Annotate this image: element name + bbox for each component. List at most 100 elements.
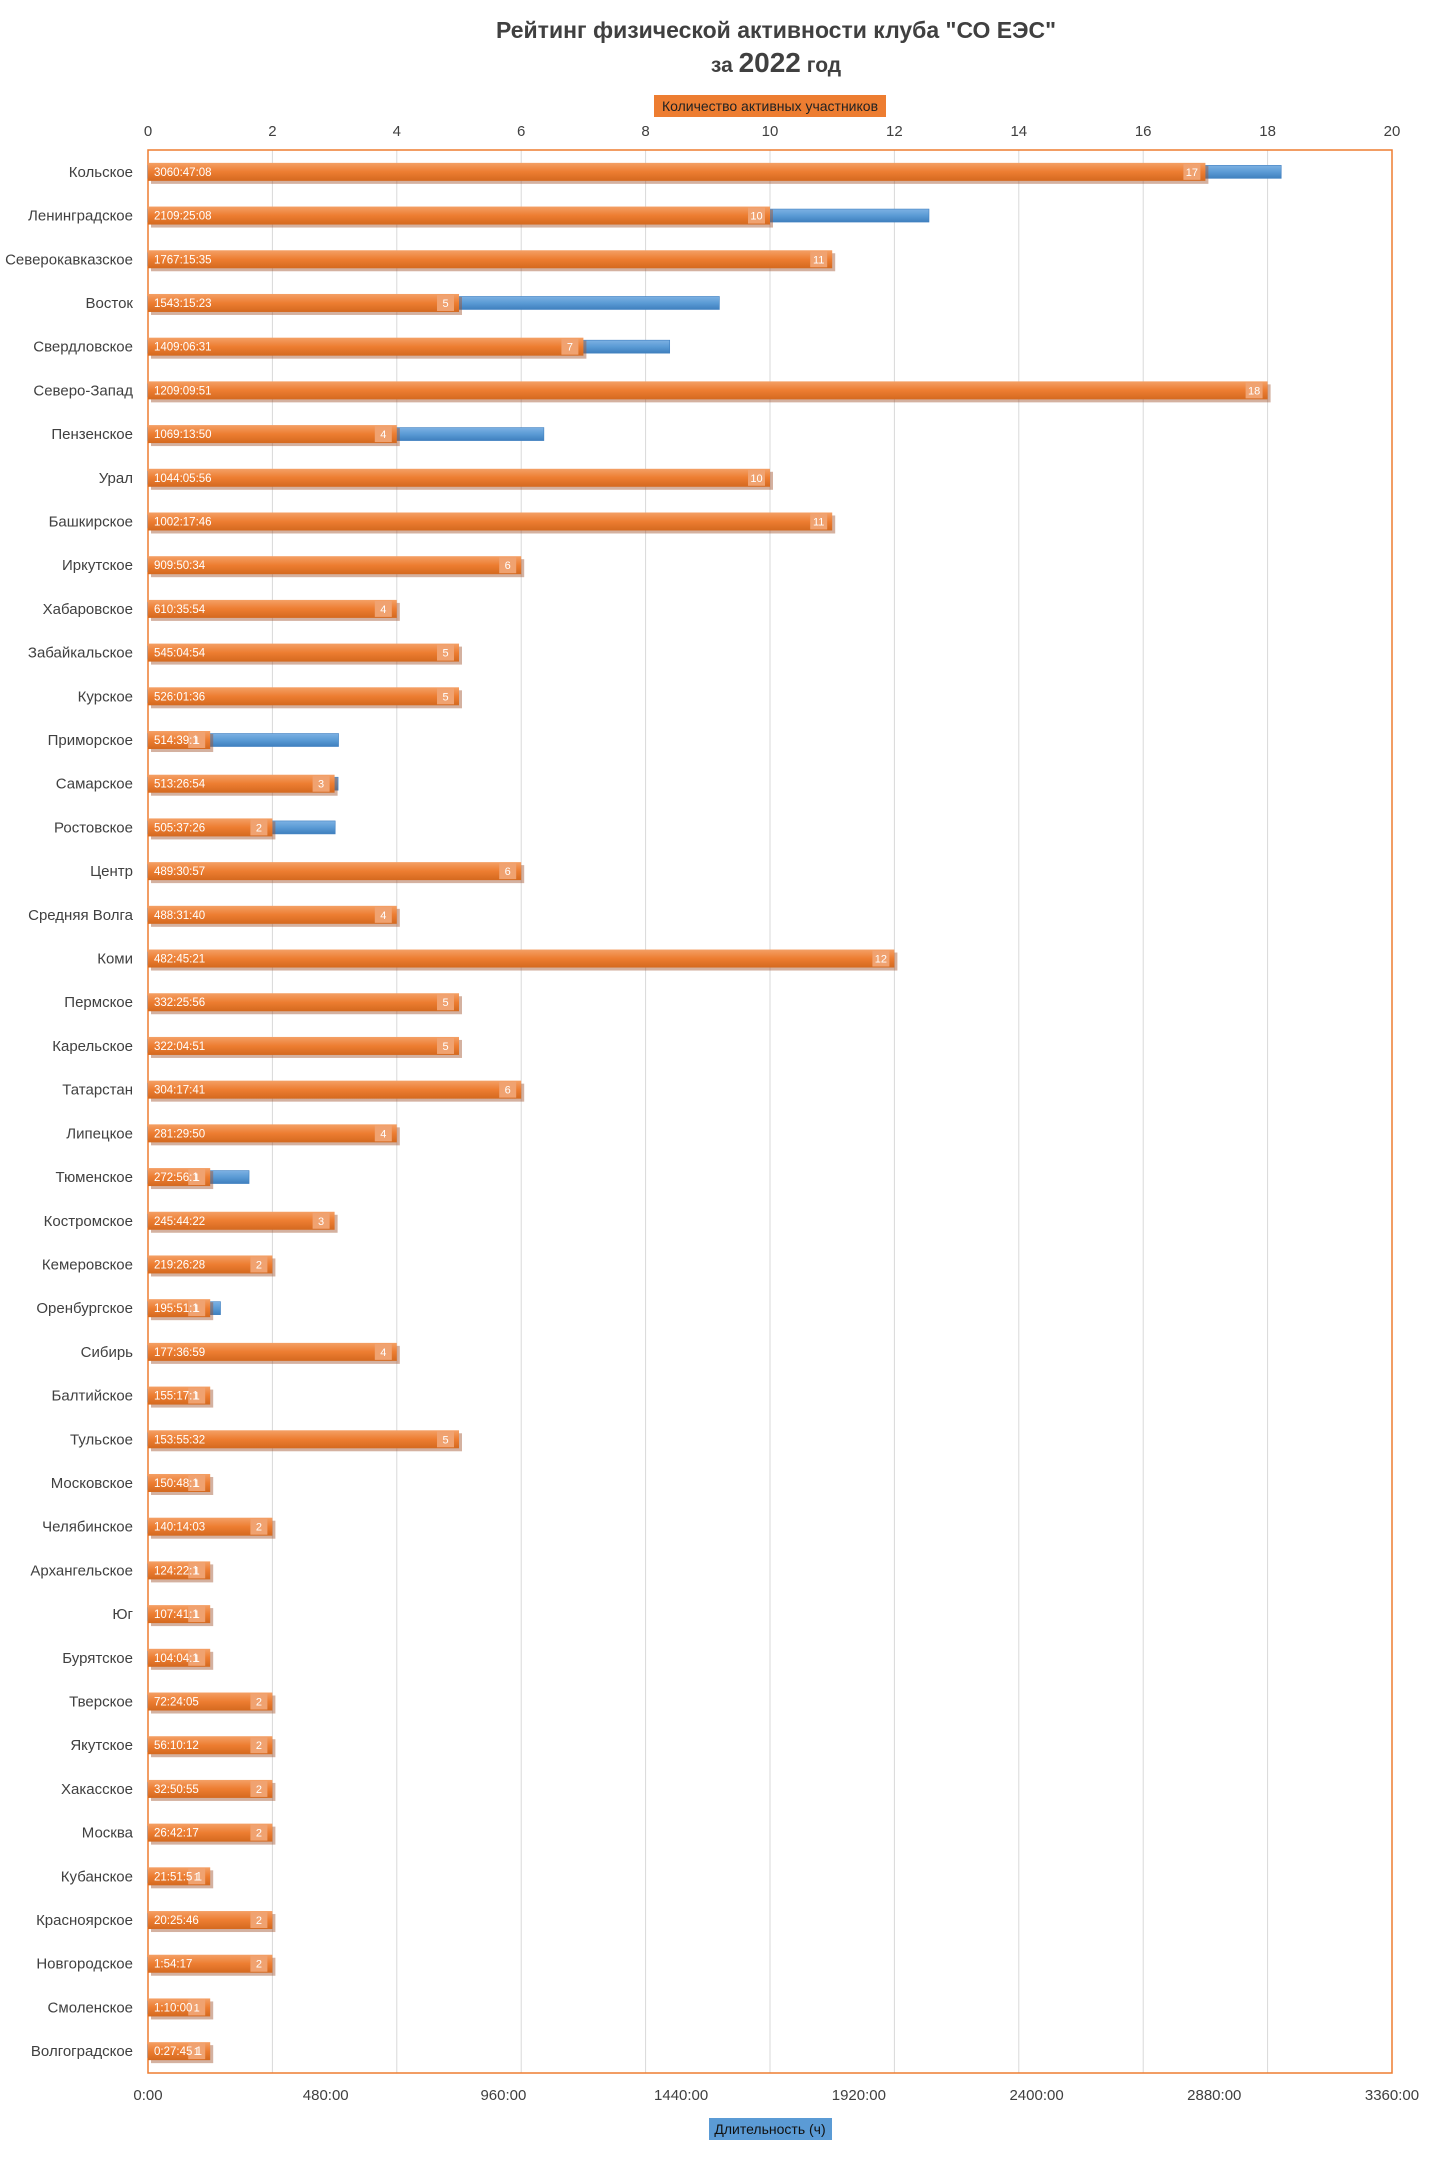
participants-data-label: 5 [442, 298, 448, 310]
duration-data-label: 489:30:57 [154, 866, 205, 878]
participants-bar [148, 1736, 273, 1755]
participants-label-box [748, 469, 765, 486]
duration-data-label: 1543:15:23 [154, 298, 212, 310]
category-label: Иркутское [62, 557, 133, 574]
participants-label-box [1183, 163, 1201, 180]
top-tick-label: 14 [1010, 123, 1027, 140]
category-labels: Кольское Ленинградское Северокавказское Вос… [5, 164, 134, 2060]
participants-label-box [250, 1780, 268, 1797]
category-label: Кольское [69, 164, 133, 181]
duration-data-label: 545:04:54 [154, 648, 206, 660]
category-label: Бурятское [62, 1650, 133, 1667]
participants-label-box [250, 1955, 268, 1972]
duration-data-label: 1409:06:31 [154, 342, 212, 354]
participants-label-box [872, 950, 890, 967]
participants-label-box [499, 863, 517, 880]
participants-data-label: 1 [194, 1478, 200, 1490]
duration-data-label: 272:56:1 [154, 1172, 199, 1184]
duration-data-label: 526:01:36 [154, 691, 205, 703]
duration-data-label: 322:04:51 [154, 1041, 205, 1053]
participants-data-label: 4 [380, 604, 386, 616]
participants-label-box [437, 644, 454, 661]
category-label: Центр [90, 863, 133, 880]
participants-label-box [188, 1387, 206, 1404]
top-tick-label: 6 [517, 123, 525, 140]
participants-data-label: 4 [380, 910, 386, 922]
participants-data-label: 2 [256, 1915, 262, 1927]
participants-data-label: 6 [505, 1085, 511, 1097]
duration-series [147, 165, 1282, 2058]
participants-data-label: 2 [256, 1784, 262, 1796]
participants-data-label: 5 [442, 648, 448, 660]
participants-bar [148, 162, 1206, 181]
participants-bar [148, 1342, 397, 1361]
category-label: Урал [99, 470, 133, 487]
duration-data-label: 513:26:54 [154, 779, 206, 791]
category-label: Северо-Запад [33, 382, 133, 399]
category-label: Средняя Волга [28, 907, 134, 924]
duration-data-label: 150:48:1 [154, 1478, 199, 1490]
participants-data-label: 4 [380, 429, 386, 441]
duration-data-label: 1767:15:35 [154, 254, 212, 266]
participants-data-label: 2 [256, 822, 262, 834]
participants-bar [148, 337, 584, 356]
participants-label-box [437, 1431, 454, 1448]
category-label: Приморское [48, 732, 133, 749]
participants-bar [148, 381, 1268, 400]
participants-data-label: 2 [256, 1522, 262, 1534]
participants-label-box [374, 906, 392, 923]
chart-subtitle: за 2022 год [711, 47, 841, 78]
subtitle-prefix: за [711, 54, 739, 77]
participants-bar [148, 1124, 397, 1143]
duration-data-label: 56:10:12 [154, 1740, 199, 1752]
participants-data-label: 17 [1186, 167, 1198, 179]
participants-bar [148, 1211, 335, 1230]
duration-data-label: 1069:13:50 [154, 429, 212, 441]
participants-label-box [250, 1912, 268, 1929]
participants-data-label: 2 [256, 1740, 262, 1752]
duration-data-label: 140:14:03 [154, 1522, 205, 1534]
participants-data-label: 1 [194, 1565, 200, 1577]
category-label: Хабаровское [43, 601, 133, 618]
category-label: Красноярское [36, 1912, 133, 1929]
participants-label-box [374, 600, 392, 617]
participants-data-label: 10 [750, 473, 762, 485]
participants-data-label: 4 [380, 1347, 386, 1359]
top-tick-label: 8 [641, 123, 649, 140]
participants-bar [148, 1692, 273, 1711]
chart-title: Рейтинг физической активности клуба "СО … [496, 17, 1056, 43]
category-label: Хакасское [61, 1781, 133, 1798]
participants-label-box [437, 994, 454, 1011]
participants-data-label: 1 [194, 1609, 200, 1621]
participants-bar [148, 1080, 522, 1099]
participants-data-label: 5 [442, 997, 448, 1009]
category-label: Ростовское [54, 819, 133, 836]
participants-label-box [437, 1037, 454, 1054]
participants-data-label: 3 [318, 779, 324, 791]
participants-label-box [188, 1300, 206, 1317]
participants-data-label: 10 [750, 211, 762, 223]
participants-label-box [374, 1343, 392, 1360]
participants-label-box [748, 207, 765, 224]
category-label: Якутское [70, 1737, 133, 1754]
category-label: Курское [78, 688, 133, 705]
participants-data-label: 1 [194, 1871, 200, 1883]
duration-data-label: 155:17:1 [154, 1391, 199, 1403]
participants-data-label: 1 [194, 1391, 200, 1403]
duration-data-label: 1:10:00 [154, 2002, 192, 2014]
duration-data-label: 245:44:22 [154, 1216, 205, 1228]
participants-label-box [188, 1649, 206, 1666]
participants-bar [148, 1036, 459, 1055]
bottom-tick-label: 2880:00 [1187, 2087, 1241, 2104]
category-label: Самарское [56, 776, 133, 793]
duration-data-label: 482:45:21 [154, 954, 205, 966]
duration-data-label: 153:55:32 [154, 1434, 205, 1446]
participants-data-label: 5 [442, 1041, 448, 1053]
participants-bar [148, 774, 335, 793]
participants-data-label: 11 [813, 254, 824, 266]
participants-bar [148, 1517, 273, 1536]
participants-data-label: 12 [875, 954, 887, 966]
category-label: Северокавказское [5, 251, 133, 268]
participants-data-label: 6 [505, 560, 511, 572]
